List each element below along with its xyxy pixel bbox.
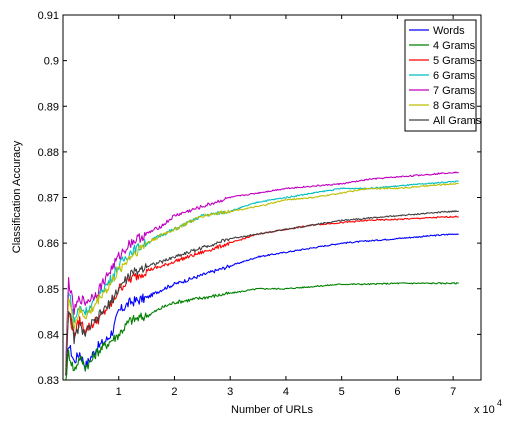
y-axis-label: Classification Accuracy — [11, 140, 23, 253]
legend-label: Words — [433, 25, 465, 37]
y-tick-label: 0.88 — [38, 147, 59, 159]
legend-label: 7 Grams — [433, 85, 476, 97]
x-axis-label: Number of URLs — [231, 404, 313, 416]
legend-label: 6 Grams — [433, 70, 476, 82]
y-tick-label: 0.89 — [38, 101, 59, 113]
y-tick-label: 0.85 — [38, 284, 59, 296]
series-line-8-grams — [65, 182, 459, 371]
series-line-6-grams — [65, 180, 459, 371]
x-multiplier-exponent: 4 — [497, 398, 502, 408]
legend: Words 4 Grams 5 Grams 6 Grams 7 Grams 8 Grams… — [404, 19, 482, 132]
y-tick-label: 0.9 — [44, 56, 59, 68]
y-tick-label: 0.86 — [38, 238, 59, 250]
series-line-words — [65, 233, 459, 376]
y-tick-label: 0.91 — [38, 10, 59, 22]
x-tick-label: 5 — [339, 386, 345, 398]
y-tick-label: 0.84 — [38, 329, 59, 341]
y-tick-label: 0.87 — [38, 193, 59, 205]
legend-label: 8 Grams — [433, 100, 476, 112]
legend-label: 5 Grams — [433, 55, 476, 67]
series-line-7-grams — [65, 171, 459, 367]
series-layer — [65, 171, 459, 381]
y-tick-label: 0.83 — [38, 375, 59, 387]
x-tick-label: 2 — [171, 386, 177, 398]
axes-layer: 1 2 3 4 5 6 7 0.83 0.84 0.85 0.86 0.87 0.88 0.89 0.9 0.… — [38, 10, 481, 398]
series-line-all-grams — [65, 210, 459, 376]
legend-label: 4 Grams — [433, 40, 476, 52]
x-tick-label: 4 — [283, 386, 289, 398]
x-tick-label: 6 — [394, 386, 400, 398]
legend-label: All Grams — [433, 115, 482, 127]
x-multiplier-label: x 10 — [474, 404, 495, 416]
x-tick-label: 1 — [116, 386, 122, 398]
x-tick-label: 7 — [450, 386, 456, 398]
series-line-4-grams — [65, 282, 459, 381]
x-tick-label: 3 — [227, 386, 233, 398]
